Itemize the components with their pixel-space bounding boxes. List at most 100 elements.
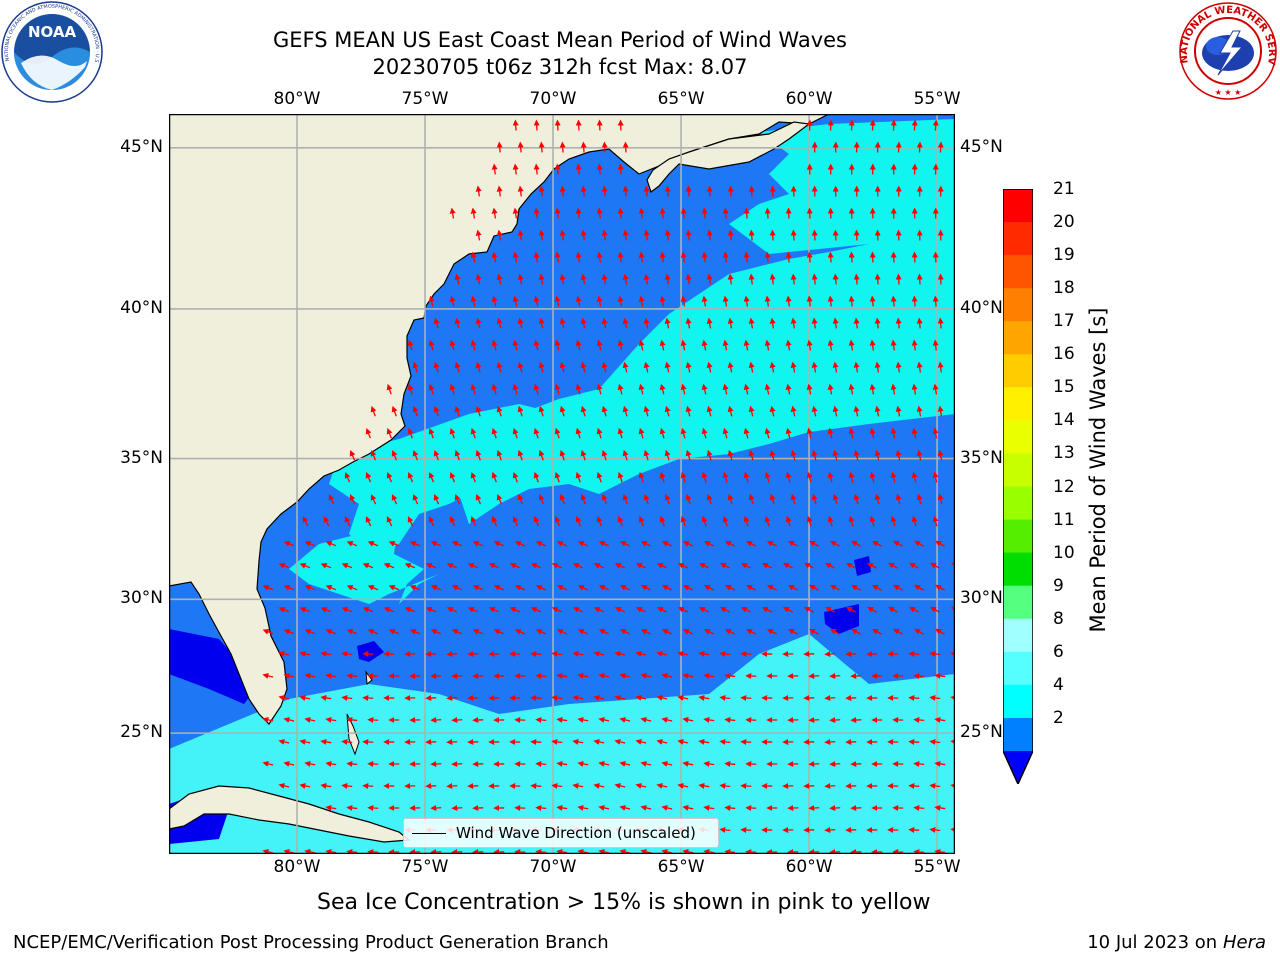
wind-wave-arrow	[596, 339, 603, 351]
wind-wave-arrow	[596, 207, 603, 219]
wind-wave-arrow	[538, 317, 545, 329]
wind-wave-arrow	[911, 339, 918, 351]
wind-wave-arrow	[517, 185, 524, 197]
wind-wave-arrow	[895, 449, 902, 461]
wind-wave-arrow	[745, 629, 757, 635]
wind-wave-arrow	[299, 782, 311, 789]
wind-wave-arrow	[554, 295, 561, 307]
wind-wave-arrow	[383, 563, 395, 569]
wind-wave-arrow	[701, 207, 708, 219]
wind-wave-arrow	[454, 405, 461, 417]
wind-wave-arrow	[701, 295, 708, 307]
wind-wave-arrow	[806, 251, 813, 263]
wind-wave-arrow	[643, 185, 650, 197]
wind-wave-arrow	[701, 515, 708, 527]
wind-wave-arrow	[304, 541, 316, 547]
wind-wave-arrow	[853, 405, 860, 417]
wind-wave-arrow	[785, 251, 792, 263]
wind-wave-arrow	[496, 449, 503, 461]
wind-wave-arrow	[412, 449, 419, 461]
wind-wave-arrow	[454, 317, 461, 329]
wind-wave-arrow	[893, 628, 903, 635]
wind-wave-arrow	[806, 515, 813, 527]
wind-wave-arrow	[806, 339, 813, 351]
wind-wave-arrow	[388, 585, 400, 591]
wind-wave-arrow	[832, 449, 839, 461]
wind-wave-arrow	[283, 848, 295, 854]
wind-wave-arrow	[262, 716, 274, 723]
colorbar-tick-label: 21	[1053, 179, 1075, 199]
wind-wave-arrow	[790, 405, 797, 417]
wind-wave-arrow	[888, 562, 898, 569]
wind-wave-arrow	[764, 207, 771, 219]
wind-wave-arrow	[512, 251, 519, 263]
wind-wave-arrow	[766, 628, 778, 635]
lat-tick-label-right: 40°N	[960, 297, 1003, 318]
wind-wave-arrow	[283, 760, 295, 767]
wind-wave-arrow	[346, 848, 358, 854]
wind-wave-arrow	[664, 449, 671, 461]
colorbar-segment	[1003, 519, 1033, 554]
wind-wave-arrow	[278, 738, 290, 745]
wind-wave-arrow	[724, 672, 736, 679]
wind-wave-arrow	[551, 782, 563, 789]
wind-wave-arrow	[638, 515, 645, 527]
wind-wave-arrow	[848, 471, 855, 483]
wind-wave-arrow	[451, 629, 463, 635]
wind-wave-arrow	[596, 383, 603, 395]
wind-wave-arrow	[617, 207, 624, 219]
wind-wave-arrow	[325, 629, 337, 635]
wind-wave-arrow	[908, 782, 920, 789]
wind-wave-arrow	[874, 405, 881, 417]
wind-wave-arrow	[575, 515, 582, 527]
wind-wave-arrow	[748, 361, 755, 373]
wind-wave-arrow	[386, 516, 393, 527]
wind-wave-arrow	[874, 317, 881, 329]
wind-wave-arrow	[698, 782, 710, 789]
wind-wave-arrow	[848, 427, 855, 439]
wind-wave-arrow	[743, 295, 750, 307]
wind-wave-arrow	[724, 585, 736, 591]
wind-wave-arrow	[685, 405, 692, 417]
wind-wave-arrow	[719, 694, 731, 701]
wind-wave-arrow	[682, 848, 694, 854]
lat-tick-label-left: 25°N	[120, 722, 163, 743]
wind-wave-arrow	[703, 848, 715, 854]
colorbar-tick-label: 14	[1053, 410, 1075, 431]
wind-wave-arrow	[386, 427, 393, 439]
wind-wave-arrow	[724, 541, 736, 547]
wind-wave-arrow	[937, 317, 944, 329]
wind-wave-arrow	[601, 493, 608, 505]
wind-wave-arrow	[890, 471, 897, 483]
wind-wave-arrow	[703, 716, 715, 723]
wind-wave-arrow	[299, 650, 311, 657]
wind-wave-arrow	[346, 760, 358, 767]
wind-wave-arrow	[475, 273, 482, 285]
wind-wave-arrow	[554, 339, 561, 351]
wind-wave-arrow	[761, 562, 773, 569]
wind-wave-arrow	[601, 229, 608, 241]
wind-wave-arrow	[533, 119, 540, 131]
wind-wave-arrow	[299, 563, 311, 569]
wind-wave-arrow	[470, 427, 477, 439]
wind-wave-arrow	[283, 672, 295, 679]
wind-wave-arrow	[491, 516, 498, 527]
wind-wave-arrow	[302, 516, 309, 527]
wind-wave-arrow	[680, 207, 687, 219]
wind-wave-arrow	[827, 251, 834, 263]
wind-wave-arrow	[491, 251, 498, 263]
wind-wave-arrow	[740, 826, 752, 833]
wind-wave-arrow	[698, 563, 710, 569]
wind-wave-arrow	[643, 405, 650, 417]
wind-wave-arrow	[517, 405, 524, 417]
wind-wave-arrow	[640, 585, 652, 591]
wind-wave-arrow	[491, 471, 498, 483]
wind-wave-arrow	[851, 628, 861, 635]
colorbar-tick-label: 8	[1053, 608, 1064, 629]
wind-wave-arrow	[365, 427, 372, 439]
wind-wave-arrow	[908, 738, 920, 745]
wind-wave-arrow	[727, 229, 734, 241]
wind-wave-arrow	[853, 317, 860, 329]
wind-wave-arrow	[911, 295, 918, 307]
wind-wave-arrow	[619, 585, 631, 591]
